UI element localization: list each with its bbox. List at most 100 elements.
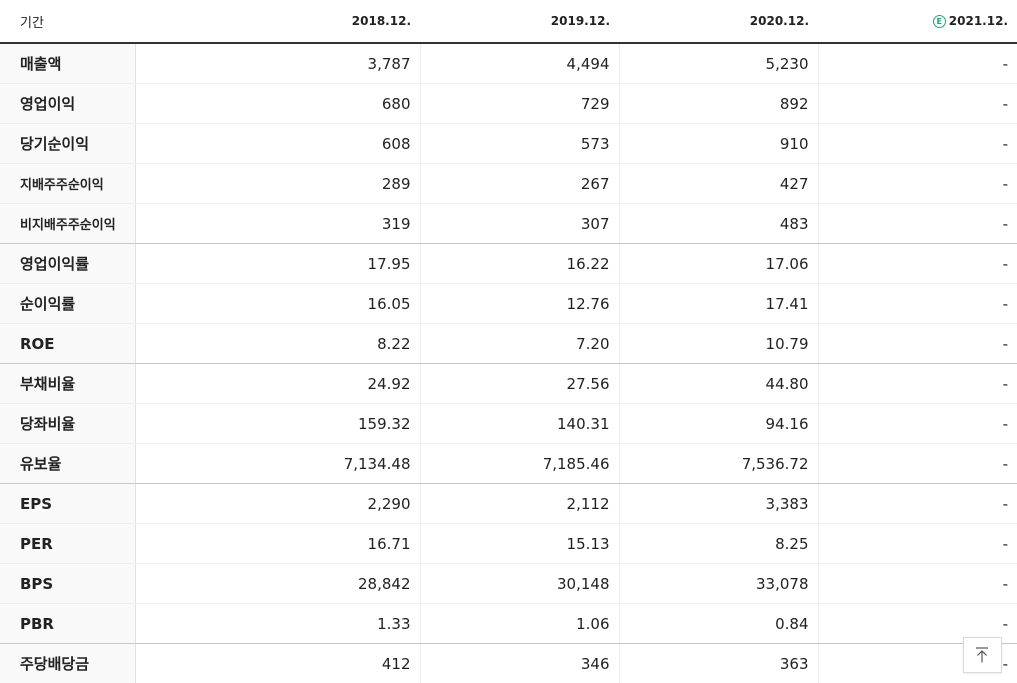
cell-2018: 1.33 xyxy=(135,603,421,644)
table-header: 기간 2018.12. 2019.12. 2020.12. E 2021.12. xyxy=(0,0,1017,44)
cell-2018: 16.71 xyxy=(135,523,421,564)
cell-2019: 30,148 xyxy=(420,563,620,604)
cell-2020: 892 xyxy=(619,83,819,124)
cell-2018: 680 xyxy=(135,83,421,124)
row-label: ROE xyxy=(0,323,136,364)
cell-2021: - xyxy=(818,43,1017,84)
table-row: 순이익률 16.05 12.76 17.41- xyxy=(0,283,1017,324)
cell-2020: 483 xyxy=(619,203,819,244)
cell-2021: - xyxy=(818,403,1017,444)
cell-2019: 267 xyxy=(420,163,620,204)
table-row: 영업이익 680 729 892- xyxy=(0,83,1017,124)
cell-2019: 140.31 xyxy=(420,403,620,444)
cell-2020: 363 xyxy=(619,643,819,683)
table-row: 유보율 7,134.48 7,185.46 7,536.72- xyxy=(0,443,1017,484)
row-label: PER xyxy=(0,523,136,564)
cell-2020: 10.79 xyxy=(619,323,819,364)
cell-2020: 3,383 xyxy=(619,483,819,524)
cell-2021: - xyxy=(818,443,1017,484)
row-label: 지배주주순이익 xyxy=(0,163,136,204)
row-label: 영업이익률 xyxy=(0,243,136,284)
cell-2020: 0.84 xyxy=(619,603,819,644)
cell-2019: 7.20 xyxy=(420,323,620,364)
row-label: 당기순이익 xyxy=(0,123,136,164)
cell-2020: 44.80 xyxy=(619,363,819,404)
row-label: 영업이익 xyxy=(0,83,136,124)
row-label: 매출액 xyxy=(0,43,136,84)
row-label: 주당배당금 xyxy=(0,643,136,683)
cell-2019: 15.13 xyxy=(420,523,620,564)
table-body: 매출액 3,787 4,494 5,230- 영업이익 680 729 892- 당기순이익 60… xyxy=(0,43,1017,683)
cell-2020: 910 xyxy=(619,123,819,164)
cell-2019: 729 xyxy=(420,83,620,124)
period-header: 기간 xyxy=(0,0,135,44)
row-label: 유보율 xyxy=(0,443,136,484)
cell-2019: 16.22 xyxy=(420,243,620,284)
row-label: PBR xyxy=(0,603,136,644)
cell-2021: - xyxy=(818,523,1017,564)
table-row: ROE 8.22 7.20 10.79- xyxy=(0,323,1017,364)
cell-2021: - xyxy=(818,123,1017,164)
cell-2018: 159.32 xyxy=(135,403,421,444)
cell-2019: 27.56 xyxy=(420,363,620,404)
table-row: 영업이익률 17.95 16.22 17.06- xyxy=(0,243,1017,284)
table-row: PBR 1.33 1.06 0.84- xyxy=(0,603,1017,644)
cell-2021: - xyxy=(818,323,1017,364)
cell-2018: 24.92 xyxy=(135,363,421,404)
row-label: EPS xyxy=(0,483,136,524)
cell-2020: 7,536.72 xyxy=(619,443,819,484)
arrow-up-to-top-icon xyxy=(976,647,988,663)
table-row: 매출액 3,787 4,494 5,230- xyxy=(0,43,1017,84)
cell-2019: 2,112 xyxy=(420,483,620,524)
table-row: 당좌비율 159.32 140.31 94.16- xyxy=(0,403,1017,444)
cell-2018: 3,787 xyxy=(135,43,421,84)
cell-2020: 17.41 xyxy=(619,283,819,324)
cell-2018: 7,134.48 xyxy=(135,443,421,484)
scroll-to-top-button[interactable] xyxy=(963,637,1002,673)
cell-2021: - xyxy=(818,363,1017,404)
column-header-2020: 2020.12. xyxy=(619,0,818,44)
cell-2019: 12.76 xyxy=(420,283,620,324)
cell-2018: 2,290 xyxy=(135,483,421,524)
table-row: 당기순이익 608 573 910- xyxy=(0,123,1017,164)
row-label: 부채비율 xyxy=(0,363,136,404)
table-row: 비지배주주순이익 319 307 483- xyxy=(0,203,1017,244)
cell-2019: 573 xyxy=(420,123,620,164)
column-header-2021-estimate: E 2021.12. xyxy=(818,0,1017,44)
cell-2020: 33,078 xyxy=(619,563,819,604)
cell-2021: - xyxy=(818,283,1017,324)
table-row: BPS 28,842 30,148 33,078- xyxy=(0,563,1017,604)
cell-2020: 427 xyxy=(619,163,819,204)
cell-2019: 4,494 xyxy=(420,43,620,84)
row-label: BPS xyxy=(0,563,136,604)
column-header-2021-label: 2021.12. xyxy=(948,14,1008,28)
cell-2021: - xyxy=(818,563,1017,604)
row-label: 비지배주주순이익 xyxy=(0,203,136,244)
cell-2019: 307 xyxy=(420,203,620,244)
cell-2018: 28,842 xyxy=(135,563,421,604)
cell-2018: 289 xyxy=(135,163,421,204)
cell-2018: 412 xyxy=(135,643,421,683)
cell-2018: 608 xyxy=(135,123,421,164)
cell-2020: 17.06 xyxy=(619,243,819,284)
cell-2020: 94.16 xyxy=(619,403,819,444)
table-row: PER 16.71 15.13 8.25- xyxy=(0,523,1017,564)
cell-2019: 346 xyxy=(420,643,620,683)
table-row: 부채비율 24.92 27.56 44.80- xyxy=(0,363,1017,404)
cell-2020: 5,230 xyxy=(619,43,819,84)
cell-2018: 16.05 xyxy=(135,283,421,324)
cell-2019: 1.06 xyxy=(420,603,620,644)
table-row: 지배주주순이익 289 267 427- xyxy=(0,163,1017,204)
cell-2021: - xyxy=(818,203,1017,244)
row-label: 당좌비율 xyxy=(0,403,136,444)
table-row: 주당배당금 412 346 363- xyxy=(0,643,1017,683)
cell-2021: - xyxy=(818,163,1017,204)
cell-2020: 8.25 xyxy=(619,523,819,564)
cell-2018: 319 xyxy=(135,203,421,244)
column-header-2019: 2019.12. xyxy=(420,0,619,44)
cell-2018: 17.95 xyxy=(135,243,421,284)
row-label: 순이익률 xyxy=(0,283,136,324)
header-row: 기간 2018.12. 2019.12. 2020.12. E 2021.12. xyxy=(0,0,1017,44)
